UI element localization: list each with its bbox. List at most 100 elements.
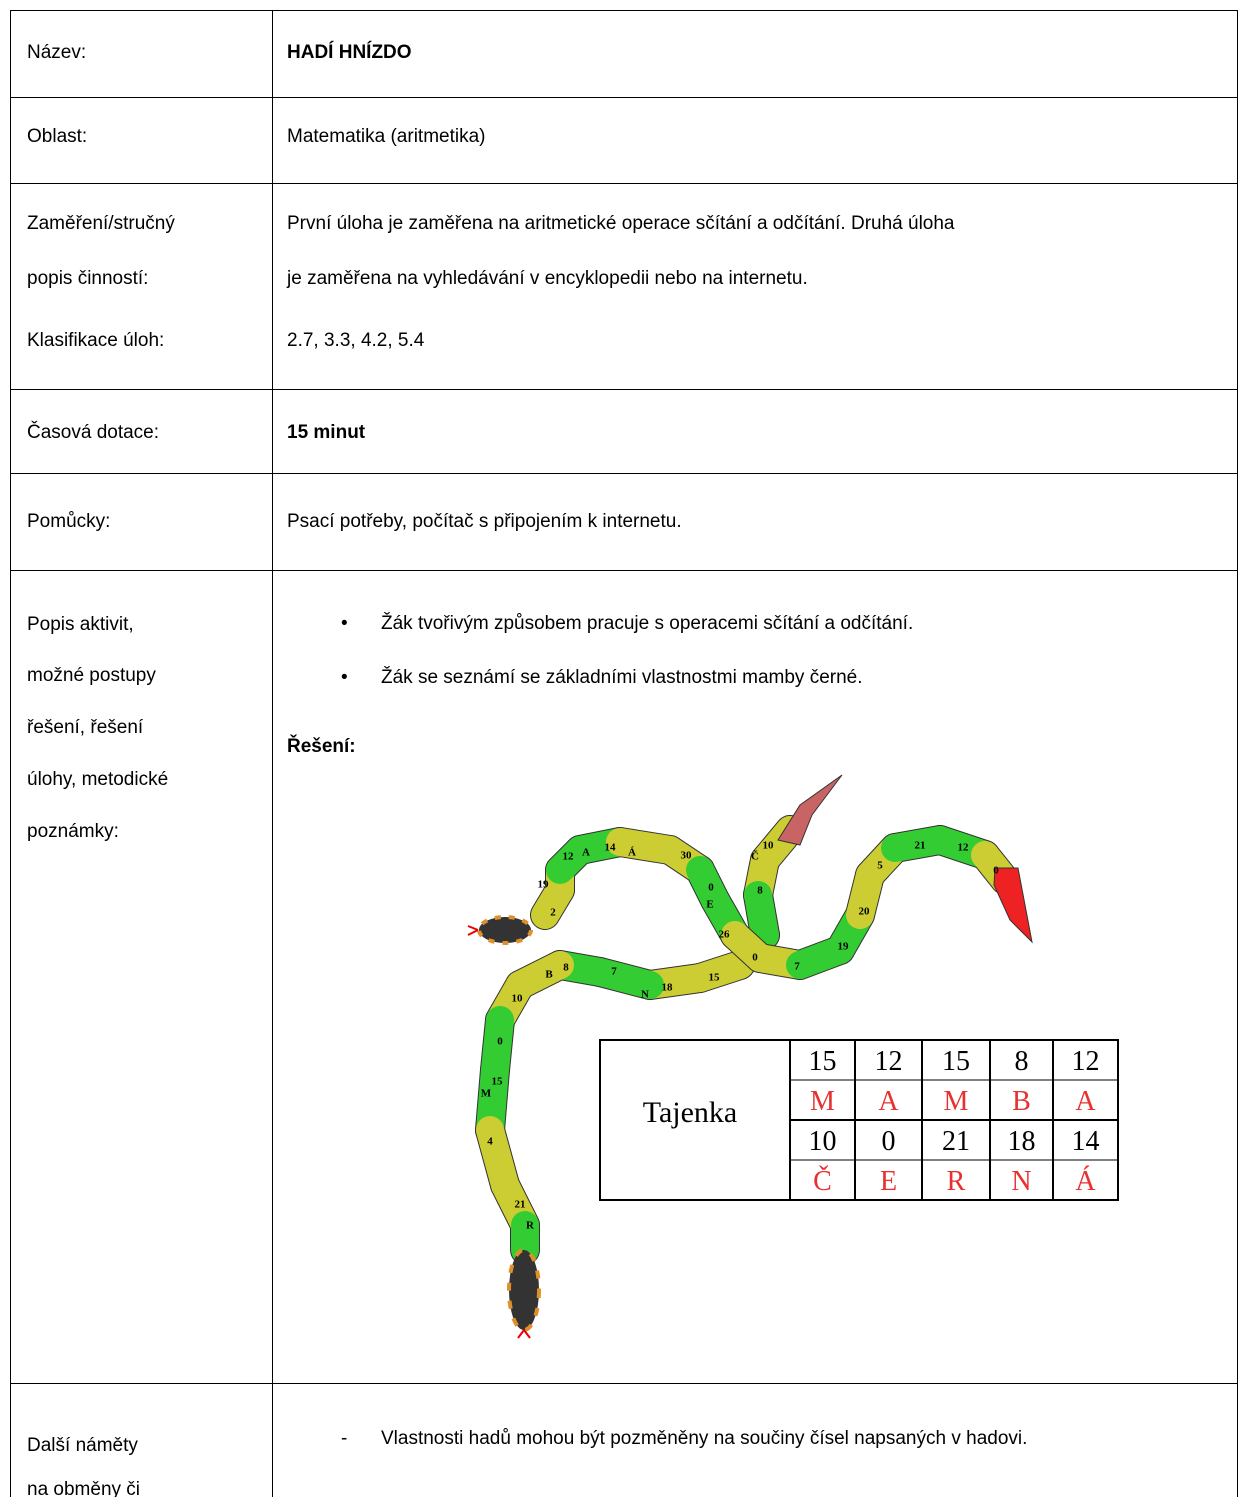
rule	[272, 10, 273, 1497]
snake-label: 19	[838, 941, 850, 953]
snake-label: R	[526, 1220, 535, 1232]
letter-cell: A	[878, 1086, 899, 1117]
snake-label: 0	[497, 1036, 503, 1048]
letter-cell: M	[810, 1086, 835, 1117]
letter-cell: Á	[1075, 1166, 1096, 1197]
snake-label: 7	[611, 966, 617, 978]
snake-label: 12	[563, 851, 575, 863]
number-cell: 15	[809, 1046, 837, 1077]
value: 15 minut	[287, 422, 366, 443]
snake-head	[507, 1248, 541, 1332]
label: Klasifikace úloh:	[27, 330, 165, 351]
label: Oblast:	[27, 126, 88, 147]
label: poznámky:	[27, 821, 119, 842]
letter-cell: Č	[813, 1166, 832, 1197]
snake-label: 30	[681, 850, 693, 862]
number-cell: 15	[942, 1046, 970, 1077]
snake-label: 10	[512, 993, 524, 1005]
snake-label: 2	[550, 907, 556, 919]
bullet-item: Žák tvořivým způsobem pracuje s operacem…	[341, 612, 913, 636]
label: řešení, řešení	[27, 717, 144, 738]
snake-label: Á	[628, 847, 636, 859]
label: možné postupy	[27, 665, 156, 686]
rule	[1237, 10, 1238, 1497]
number-cell: 14	[1072, 1126, 1100, 1157]
snake-label: 15	[492, 1076, 504, 1088]
snake-label: 0	[708, 882, 714, 894]
snake-label: 5	[877, 860, 883, 872]
tajenka-title: Tajenka	[643, 1096, 738, 1129]
label: na obměny či	[27, 1479, 141, 1497]
snake-label: 15	[709, 972, 721, 984]
snake-tail	[993, 867, 1033, 944]
snake-label: 19	[538, 879, 550, 891]
value: je zaměřena na vyhledávání v encyklopedi…	[287, 268, 808, 289]
snake-label: 8	[563, 962, 569, 974]
snake-label: 21	[515, 1199, 526, 1211]
label: Další náměty	[27, 1435, 138, 1456]
letter-cell: R	[947, 1166, 966, 1197]
snake-label: 7	[794, 961, 800, 973]
label: popis činností:	[27, 268, 149, 289]
snake-label: 8	[757, 885, 763, 897]
dash-item: Vlastnosti hadů mohou být pozměněny na s…	[341, 1424, 1201, 1454]
snake-tail	[777, 774, 843, 846]
snake-label: 18	[662, 982, 674, 994]
rule	[10, 10, 1238, 11]
tajenka: Tajenka 15 12 15 8 12 M A M B A 10 0 21 18 14 Č E R N Á	[599, 1039, 1119, 1201]
number-cell: 8	[1015, 1046, 1029, 1077]
number-cell: 10	[809, 1126, 837, 1157]
bullet-item: Žák se seznámí se základními vlastnostmi…	[341, 666, 862, 690]
rule	[10, 1383, 1238, 1384]
letter-cell: B	[1012, 1086, 1031, 1117]
tongue	[517, 1329, 531, 1339]
rule	[10, 473, 1238, 474]
rule	[10, 97, 1238, 98]
number-cell: 21	[942, 1126, 970, 1157]
value: Matematika (aritmetika)	[287, 126, 486, 147]
snake-label: 14	[605, 842, 617, 854]
label: Pomůcky:	[27, 511, 111, 532]
letter-cell: A	[1075, 1086, 1096, 1117]
letter-cell: M	[944, 1086, 969, 1117]
snake-label: E	[706, 899, 713, 911]
rule	[10, 389, 1238, 390]
value: První úloha je zaměřena na aritmetické o…	[287, 213, 955, 234]
rule	[10, 10, 11, 1497]
snake-label: 26	[719, 929, 731, 941]
value: Psací potřeby, počítač s připojením k in…	[287, 511, 682, 532]
letter-cell: E	[880, 1166, 897, 1197]
solution-title: Řešení:	[287, 736, 356, 757]
number-cell: 18	[1008, 1126, 1036, 1157]
tongue	[467, 925, 479, 936]
number-cell: 12	[1072, 1046, 1100, 1077]
snake-head	[477, 915, 533, 945]
label: Časová dotace:	[27, 422, 160, 443]
snake-label: Č	[751, 850, 759, 863]
label: úlohy, metodické	[27, 769, 169, 790]
snake-label: 0	[752, 952, 758, 964]
snake-label: 4	[487, 1136, 493, 1148]
rule	[10, 570, 1238, 571]
snake-label: 10	[763, 840, 775, 852]
snake-label: 0	[993, 865, 999, 877]
value: 2.7, 3.3, 4.2, 5.4	[287, 330, 425, 351]
snake-label: M	[481, 1088, 492, 1100]
label: Název:	[27, 42, 87, 63]
letter-cell: N	[1011, 1166, 1031, 1197]
snake-label: 20	[859, 906, 871, 918]
label: Popis aktivit,	[27, 614, 134, 635]
number-cell: 12	[875, 1046, 903, 1077]
snake-label: N	[641, 989, 649, 1001]
rule	[10, 183, 1238, 184]
snake-label: A	[582, 847, 590, 859]
snake-label: B	[545, 969, 553, 981]
snake-label: 12	[958, 842, 970, 854]
label: Zaměření/stručný	[27, 213, 175, 234]
snake-label: 21	[915, 840, 926, 852]
number-cell: 0	[882, 1126, 896, 1157]
value: HADÍ HNÍZDO	[287, 42, 412, 63]
